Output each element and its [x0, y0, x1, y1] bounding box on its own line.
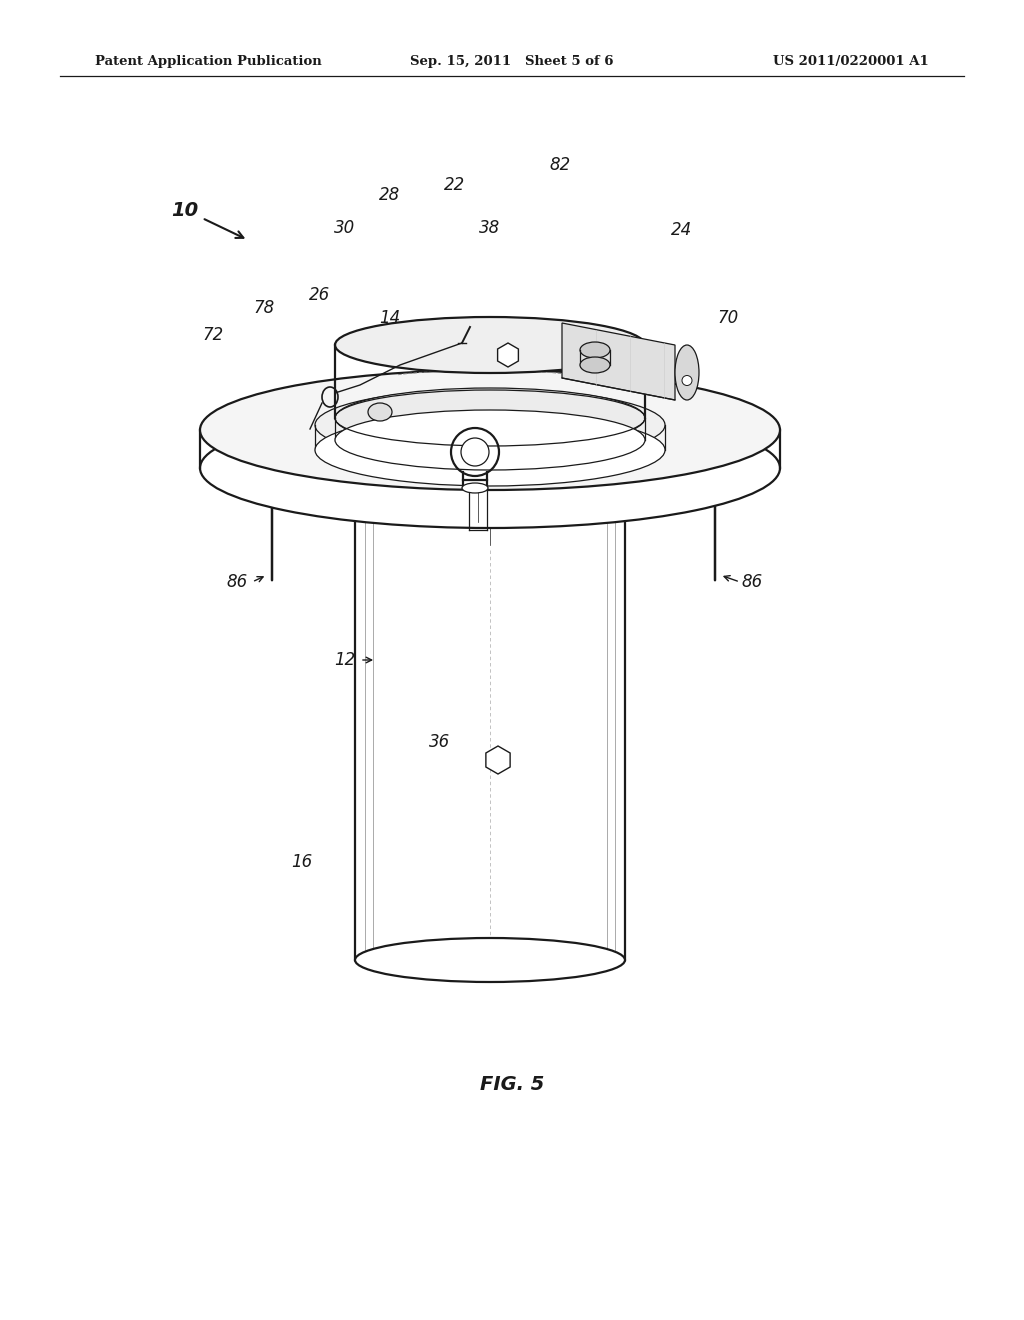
Ellipse shape: [368, 403, 392, 421]
Ellipse shape: [675, 345, 699, 400]
Text: 16: 16: [292, 853, 312, 871]
Ellipse shape: [335, 411, 645, 470]
Text: 22: 22: [444, 176, 466, 194]
Polygon shape: [562, 323, 675, 400]
Text: 80: 80: [397, 391, 419, 409]
Ellipse shape: [200, 408, 780, 528]
Text: 82: 82: [549, 156, 570, 174]
Text: 78: 78: [253, 300, 274, 317]
Ellipse shape: [580, 342, 610, 358]
Ellipse shape: [580, 356, 610, 374]
Ellipse shape: [462, 483, 488, 492]
Text: 38: 38: [479, 219, 501, 238]
Ellipse shape: [315, 389, 665, 461]
Text: Sep. 15, 2011   Sheet 5 of 6: Sep. 15, 2011 Sheet 5 of 6: [411, 55, 613, 69]
Ellipse shape: [200, 370, 780, 490]
Text: FIG. 5: FIG. 5: [480, 1076, 544, 1094]
Text: 26: 26: [309, 286, 331, 304]
Text: 36: 36: [429, 733, 451, 751]
Text: US 2011/0220001 A1: US 2011/0220001 A1: [773, 55, 929, 69]
Polygon shape: [485, 746, 510, 774]
Ellipse shape: [461, 438, 489, 466]
Ellipse shape: [315, 414, 665, 486]
Ellipse shape: [335, 388, 645, 447]
Ellipse shape: [335, 317, 645, 374]
Polygon shape: [498, 343, 518, 367]
Text: Patent Application Publication: Patent Application Publication: [95, 55, 322, 69]
Text: 12: 12: [335, 651, 355, 669]
Text: 86: 86: [226, 573, 248, 591]
Text: 72: 72: [203, 326, 223, 345]
Ellipse shape: [682, 375, 692, 385]
Text: 70: 70: [718, 309, 738, 327]
Text: 82: 82: [467, 352, 488, 371]
Text: 30: 30: [335, 219, 355, 238]
Text: 24: 24: [672, 220, 692, 239]
Text: 28: 28: [379, 186, 400, 205]
Ellipse shape: [355, 939, 625, 982]
Text: 14: 14: [379, 309, 400, 327]
Text: 86: 86: [741, 573, 763, 591]
Text: 10: 10: [171, 201, 199, 219]
